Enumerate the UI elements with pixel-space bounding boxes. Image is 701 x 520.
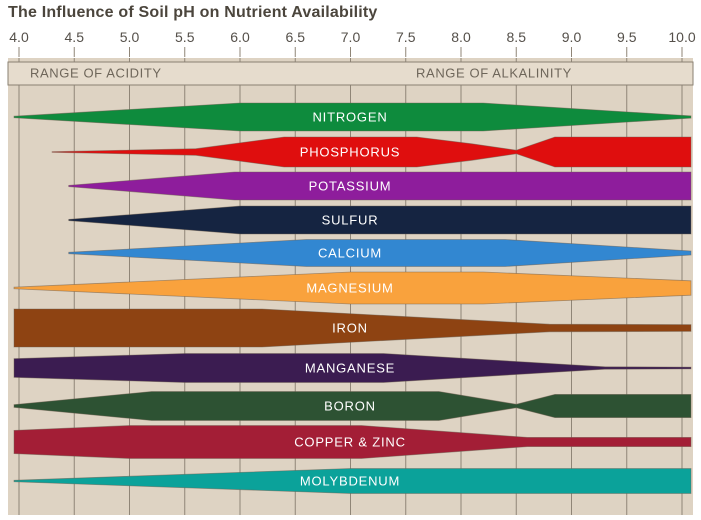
zone-header-band — [7, 61, 694, 86]
axis-tick-label: 8.0 — [451, 29, 471, 45]
band-calcium — [68, 239, 692, 267]
band-label-boron: BORON — [324, 398, 376, 414]
axis-tick-label: 6.5 — [285, 29, 305, 45]
axis-tick-label: 6.0 — [230, 29, 250, 45]
band-nitrogen — [13, 102, 692, 132]
band-label-copper-zinc: COPPER & ZINC — [294, 434, 406, 450]
band-molybdenum — [13, 468, 692, 494]
band-label-nitrogen: NITROGEN — [312, 109, 388, 125]
band-magnesium — [13, 271, 692, 305]
band-label-calcium: CALCIUM — [317, 245, 383, 261]
band-iron — [13, 308, 692, 348]
band-label-sulfur: SULFUR — [321, 212, 379, 228]
band-potassium — [68, 171, 692, 201]
band-label-potassium: POTASSIUM — [308, 178, 392, 194]
band-label-phosphorus: PHOSPHORUS — [299, 144, 401, 160]
axis-tick-label: 9.5 — [617, 29, 637, 45]
chart-title: The Influence of Soil pH on Nutrient Ava… — [8, 4, 378, 21]
axis-tick-label: 7.0 — [340, 29, 361, 45]
zone-label-alkalinity: RANGE OF ALKALINITY — [416, 65, 572, 81]
band-phosphorus — [51, 136, 692, 168]
band-label-iron: IRON — [332, 320, 368, 336]
zone-label-acidity: RANGE OF ACIDITY — [30, 65, 162, 81]
band-manganese — [13, 353, 692, 383]
axis-tick-label: 8.5 — [506, 29, 526, 45]
axis-tick-label: 4.5 — [64, 29, 84, 45]
band-label-manganese: MANGANESE — [304, 360, 396, 376]
axis-tick-label: 5.0 — [119, 29, 140, 45]
band-label-molybdenum: MOLYBDENUM — [299, 473, 401, 489]
axis-tick-label: 4.0 — [9, 29, 29, 45]
axis-tick-label: 5.5 — [175, 29, 195, 45]
axis-tick-label: 7.5 — [396, 29, 416, 45]
band-copper-zinc — [13, 425, 692, 459]
axis-tick-label: 9.0 — [561, 29, 582, 45]
band-sulfur — [68, 205, 692, 235]
band-boron — [13, 391, 692, 421]
axis-tick-label: 10.0 — [668, 29, 696, 45]
band-label-magnesium: MAGNESIUM — [306, 280, 394, 296]
